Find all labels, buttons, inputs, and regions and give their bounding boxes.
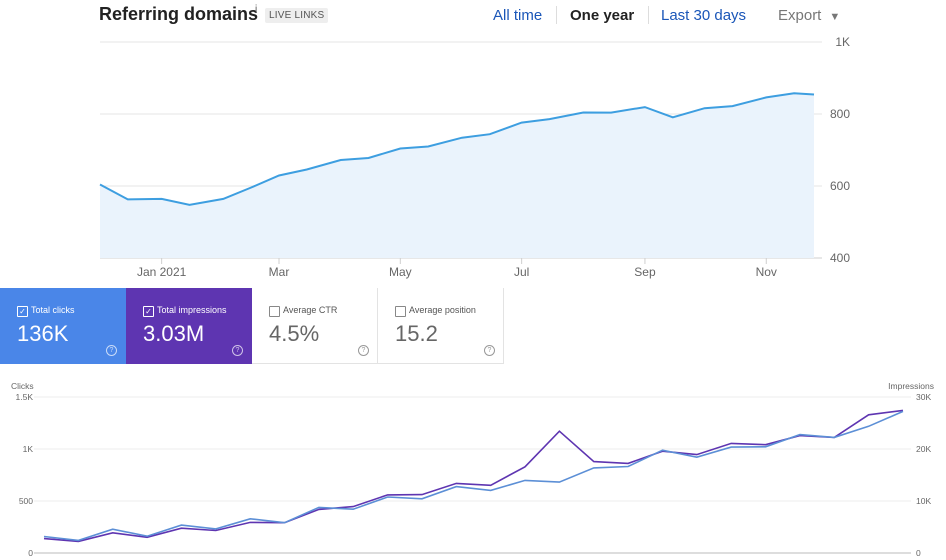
help-icon[interactable]: ? <box>358 345 369 356</box>
card-label: Average CTR <box>283 305 338 315</box>
card-label: Total impressions <box>157 305 227 315</box>
card-value: 15.2 <box>395 321 438 346</box>
right-tick-label: 10K <box>916 496 931 506</box>
average-position-card[interactable]: Average position 15.2 ? <box>378 288 504 364</box>
y-tick-label: 800 <box>830 107 850 121</box>
x-tick-label: Jul <box>514 265 529 279</box>
filter-last-30-days-button[interactable]: Last 30 days <box>661 7 747 24</box>
x-tick-label: May <box>389 265 412 279</box>
export-label: Export <box>778 7 822 24</box>
y-tick-label: 400 <box>830 251 850 265</box>
left-axis-title: Clicks <box>11 381 34 391</box>
card-value: 136K <box>17 321 69 346</box>
checkbox-icon[interactable] <box>269 306 280 317</box>
card-label: Average position <box>409 305 476 315</box>
referring-domains-chart: 1K 800 600 400 Jan 2021 Mar May Jul Sep Nov <box>99 35 850 279</box>
average-ctr-card[interactable]: Average CTR 4.5% ? <box>252 288 378 364</box>
filter-one-year-button[interactable]: One year <box>570 7 635 24</box>
clicks-line <box>43 410 904 542</box>
help-icon[interactable]: ? <box>232 345 243 356</box>
right-tick-label: 30K <box>916 392 931 402</box>
filter-all-time-button[interactable]: All time <box>493 7 543 24</box>
x-tick-label: Jan 2021 <box>137 265 187 279</box>
y-tick-label: 1K <box>835 35 850 49</box>
referring-domains-header: Referring domains i LIVE LINKS All time … <box>0 0 946 36</box>
x-tick-label: Sep <box>634 265 656 279</box>
help-icon[interactable]: ? <box>106 345 117 356</box>
left-tick-label: 0 <box>28 548 33 558</box>
export-button[interactable]: Export ▼ <box>778 7 840 24</box>
right-tick-label: 0 <box>916 548 921 558</box>
y-tick-label: 600 <box>830 179 850 193</box>
left-tick-label: 1K <box>23 444 34 454</box>
total-clicks-card[interactable]: ✓ Total clicks 136K ? <box>0 288 126 364</box>
checkbox-icon[interactable] <box>395 306 406 317</box>
divider <box>648 6 649 24</box>
page-title: Referring domains <box>99 4 259 24</box>
x-tick-label: Nov <box>756 265 777 279</box>
referring-domains-line <box>99 92 815 206</box>
left-tick-label: 1.5K <box>16 392 34 402</box>
help-icon[interactable]: ? <box>484 345 495 356</box>
referring-domains-area <box>100 93 814 258</box>
live-links-badge: LIVE LINKS <box>265 8 329 23</box>
right-tick-label: 20K <box>916 444 931 454</box>
checkbox-icon[interactable]: ✓ <box>143 306 154 317</box>
card-value: 3.03M <box>143 321 205 346</box>
card-label: Total clicks <box>31 305 75 315</box>
total-impressions-card[interactable]: ✓ Total impressions 3.03M ? <box>126 288 252 364</box>
right-axis-title: Impressions <box>888 381 934 391</box>
x-tick-label: Mar <box>269 265 290 279</box>
impressions-line <box>43 409 904 543</box>
left-tick-label: 500 <box>19 496 33 506</box>
divider <box>556 6 557 24</box>
info-icon[interactable]: i <box>255 4 258 15</box>
checkbox-icon[interactable]: ✓ <box>17 306 28 317</box>
caret-down-icon: ▼ <box>829 11 841 23</box>
card-value: 4.5% <box>269 321 320 346</box>
